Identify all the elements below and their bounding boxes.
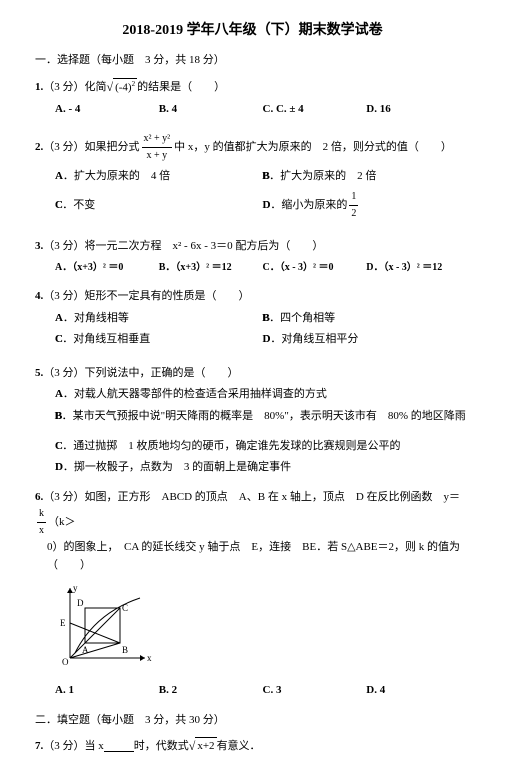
section-1-header: 一．选择题（每小题 3 分，共 18 分） xyxy=(35,52,470,70)
q1-opt-c: C. C. ± 4 xyxy=(263,101,367,119)
q4-num: 4. xyxy=(35,288,43,306)
q7-blank xyxy=(104,742,134,752)
q6-opt-c: C. 3 xyxy=(263,682,367,700)
q7-score: （3 分） xyxy=(43,738,84,756)
q6-opt-a: A. 1 xyxy=(55,682,159,700)
q2-num: 2. xyxy=(35,139,43,157)
svg-text:D: D xyxy=(77,598,84,608)
q6-figure: y x O E A B C D xyxy=(55,583,470,675)
q6-opt-d: D. 4 xyxy=(366,682,470,700)
q6-text1: 如图，正方形 ABCD 的顶点 A、B 在 x 轴上，顶点 D 在反比例函数 y… xyxy=(85,489,461,507)
svg-text:y: y xyxy=(73,583,78,593)
q5-num: 5. xyxy=(35,365,43,383)
q5-text: 下列说法中，正确的是（ ） xyxy=(85,365,239,383)
q4-opt-c: CC．对角线互相垂直 xyxy=(55,331,263,349)
q2-fraction: x² + y² x + y xyxy=(142,131,173,164)
q3-opt-a: A．（x+3）² ＝0 xyxy=(55,260,159,276)
q7-text2: 时，代数式 xyxy=(134,738,189,756)
svg-text:C: C xyxy=(122,603,128,613)
section-2-header: 二．填空题（每小题 3 分，共 30 分） xyxy=(35,712,470,730)
q6-text2: （k＞ xyxy=(48,514,76,532)
q2-text2: 中 x，y 的值都扩大为原来的 2 倍，则分式的值（ ） xyxy=(174,139,452,157)
q4-opt-a: AA．对角线相等 xyxy=(55,310,263,328)
question-7: 7. （3 分） 当 x 时，代数式 √ x+2 有意义． xyxy=(35,737,470,756)
q7-text3: 有意义． xyxy=(217,738,261,756)
q1-opt-b: B. 4 xyxy=(159,101,263,119)
q6-num: 6. xyxy=(35,489,43,507)
svg-text:B: B xyxy=(122,645,128,655)
q2-text1: 如果把分式 xyxy=(85,139,140,157)
q4-opt-b: BB．四个角相等 xyxy=(263,310,471,328)
q5-opt-b: BB．某市天气预报中说"明天降雨的概率是 80%"，表示明天该市有 80% 的地… xyxy=(35,408,470,426)
q7-num: 7. xyxy=(35,738,43,756)
q1-num: 1. xyxy=(35,79,43,97)
q6-score: （3 分） xyxy=(43,489,84,507)
q3-score: （3 分） xyxy=(43,238,84,256)
q1-opt-a: A. - 4 xyxy=(55,101,159,119)
svg-text:x: x xyxy=(147,653,152,663)
q6-text3: 0）的图象上， CA 的延长线交 y 轴于点 E，连接 BE．若 S△ABE＝2… xyxy=(47,539,470,574)
q2-score: （3 分） xyxy=(43,139,84,157)
q3-num: 3. xyxy=(35,238,43,256)
question-5: 5. （3 分） 下列说法中，正确的是（ ） AA．对载人航天器零部件的检查适合… xyxy=(35,365,470,477)
q3-opt-c: C．（x - 3）² ＝0 xyxy=(263,260,367,276)
question-2: 2. （3 分） 如果把分式 x² + y² x + y 中 x，y 的值都扩大… xyxy=(35,131,470,227)
q4-opt-d: DD．对角线互相平分 xyxy=(263,331,471,349)
svg-text:O: O xyxy=(62,657,69,667)
svg-text:A: A xyxy=(82,645,89,655)
q1-opt-d: D. 16 xyxy=(366,101,470,119)
q6-fraction: k x xyxy=(37,506,46,539)
q1-score: （3 分） xyxy=(43,79,84,97)
q2-opt-d: DD．缩小为原来的 1 2 xyxy=(263,189,471,222)
q5-opt-d: DD．掷一枚骰子，点数为 3 的面朝上是确定事件 xyxy=(35,459,470,477)
q5-opt-c: CC．通过抛掷 1 枚质地均匀的硬币，确定谁先发球的比赛规则是公平的 xyxy=(35,438,470,456)
question-3: 3. （3 分） 将一元二次方程 x² - 6x - 3＝0 配方后为（ ） A… xyxy=(35,238,470,276)
q2-opt-a: AA．扩大为原来的 4 倍 xyxy=(55,168,263,186)
question-4: 4. （3 分） 矩形不一定具有的性质是（ ） AA．对角线相等 BB．四个角相… xyxy=(35,288,470,353)
q6-opt-b: B. 2 xyxy=(159,682,263,700)
q4-text: 矩形不一定具有的性质是（ ） xyxy=(85,288,250,306)
q1-text1: 化简 xyxy=(85,79,107,97)
q5-opt-a: AA．对载人航天器零部件的检查适合采用抽样调查的方式 xyxy=(35,386,470,404)
question-6: 6. （3 分） 如图，正方形 ABCD 的顶点 A、B 在 x 轴上，顶点 D… xyxy=(35,489,470,700)
q7-text1: 当 x xyxy=(85,738,104,756)
q2-opt-c: CC．不变 xyxy=(55,189,263,222)
q1-sqrt: √ (-4)2 xyxy=(107,78,138,97)
q1-text2: 的结果是（ ） xyxy=(137,79,225,97)
q3-opt-d: D．（x - 3）² ＝12 xyxy=(366,260,470,276)
q3-opt-b: B．（x+3）² ＝12 xyxy=(159,260,263,276)
q3-text: 将一元二次方程 x² - 6x - 3＝0 配方后为（ ） xyxy=(85,238,324,256)
exam-title: 2018-2019 学年八年级（下）期末数学试卷 xyxy=(35,20,470,42)
q4-score: （3 分） xyxy=(43,288,84,306)
q2-opt-b: BB．扩大为原来的 2 倍 xyxy=(263,168,471,186)
svg-text:E: E xyxy=(60,618,66,628)
question-1: 1. （3 分） 化简 √ (-4)2 的结果是（ ） A. - 4 B. 4 … xyxy=(35,78,470,119)
q7-sqrt: √ x+2 xyxy=(189,737,217,756)
q5-score: （3 分） xyxy=(43,365,84,383)
